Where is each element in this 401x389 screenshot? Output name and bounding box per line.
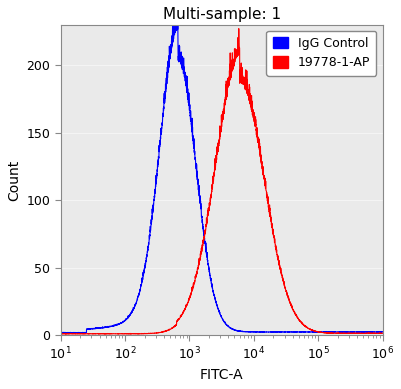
19778-1-AP bbox=[339, 331, 344, 336]
IgG Control bbox=[84, 330, 89, 335]
IgG Control bbox=[59, 330, 63, 335]
19778-1-AP bbox=[374, 331, 379, 336]
19778-1-AP bbox=[182, 308, 187, 313]
Line: 19778-1-AP: 19778-1-AP bbox=[61, 29, 383, 334]
19778-1-AP bbox=[95, 331, 100, 336]
IgG Control bbox=[182, 74, 187, 79]
19778-1-AP bbox=[380, 331, 385, 336]
19778-1-AP bbox=[196, 265, 200, 269]
IgG Control bbox=[170, 22, 175, 27]
19778-1-AP bbox=[236, 26, 241, 31]
Y-axis label: Count: Count bbox=[7, 159, 21, 201]
Title: Multi-sample: 1: Multi-sample: 1 bbox=[162, 7, 281, 22]
IgG Control bbox=[196, 187, 201, 192]
IgG Control bbox=[114, 322, 119, 326]
19778-1-AP bbox=[66, 331, 71, 336]
19778-1-AP bbox=[114, 331, 119, 336]
IgG Control bbox=[95, 326, 100, 330]
IgG Control bbox=[374, 329, 379, 334]
IgG Control bbox=[339, 329, 344, 334]
19778-1-AP bbox=[59, 331, 63, 336]
Legend: IgG Control, 19778-1-AP: IgG Control, 19778-1-AP bbox=[266, 31, 376, 75]
Line: IgG Control: IgG Control bbox=[61, 25, 383, 333]
IgG Control bbox=[380, 329, 385, 334]
X-axis label: FITC-A: FITC-A bbox=[200, 368, 243, 382]
